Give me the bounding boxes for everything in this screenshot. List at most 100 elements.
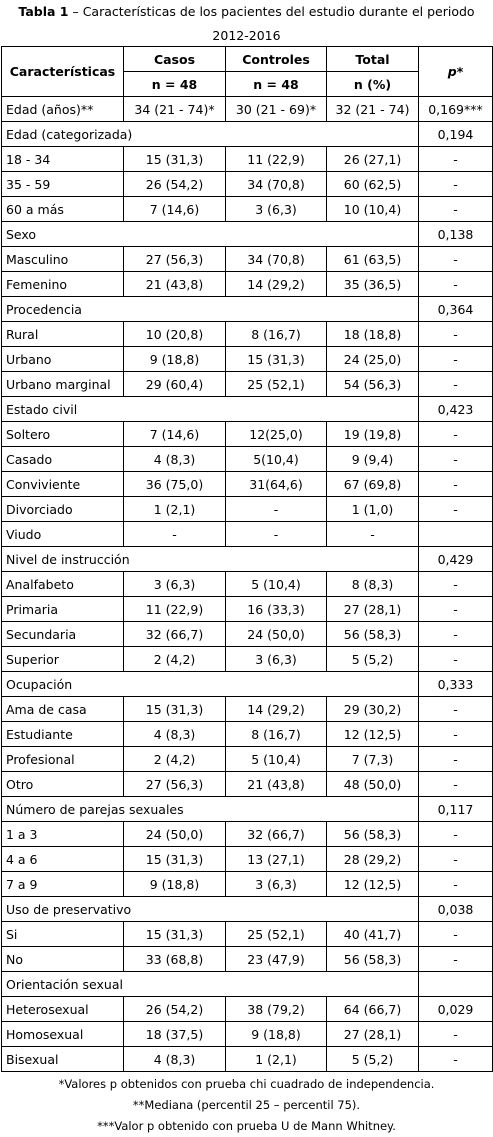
row-label: Profesional [1, 746, 124, 772]
cell: 14 (29,2) [225, 696, 327, 722]
table-row: Procedencia 0,364 [1, 296, 493, 322]
cell: 29 (60,4) [123, 371, 226, 397]
cell: 56 (58,3) [326, 821, 419, 847]
footnote: **Mediana (percentil 25 – percentil 75). [132, 1098, 361, 1112]
cell: 27 (56,3) [123, 771, 226, 797]
cell: 12(25,0) [225, 421, 327, 447]
table-row: Número de parejas sexuales 0,117 [1, 796, 493, 822]
header-cell: n = 48 [123, 71, 226, 97]
table-row: Bisexual 4 (8,3) 1 (2,1) 5 (5,2) - [1, 1046, 493, 1072]
p-value: 0,038 [418, 896, 493, 922]
cell: 4 (8,3) [123, 721, 226, 747]
row-label: Analfabeto [1, 571, 124, 597]
p-value: - [418, 421, 493, 447]
cell: 34 (70,8) [225, 246, 327, 272]
row-label: 4 a 6 [1, 846, 124, 872]
p-value: - [418, 371, 493, 397]
cell: 7 (14,6) [123, 196, 226, 222]
header-cell: n (%) [326, 71, 419, 97]
cell: 32 (66,7) [225, 821, 327, 847]
cell: 1 (2,1) [225, 1046, 327, 1072]
row-label: Urbano marginal [1, 371, 124, 397]
table-row: Ocupación 0,333 [1, 671, 493, 697]
table-row: Uso de preservativo 0,038 [1, 896, 493, 922]
cell: 40 (41,7) [326, 921, 419, 947]
header-cell: Características [1, 46, 124, 97]
table-row: Estado civil 0,423 [1, 396, 493, 422]
p-value: - [418, 321, 493, 347]
cell: 26 (54,2) [123, 171, 226, 197]
header-row: Características Casos Controles Total p* [1, 46, 493, 97]
p-value: - [418, 621, 493, 647]
cell: - [225, 521, 327, 547]
table-row: Urbano marginal 29 (60,4) 25 (52,1) 54 (56,… [1, 371, 493, 397]
table-row: Viudo - - - [1, 521, 493, 547]
cell: 4 (8,3) [123, 1046, 226, 1072]
p-value: 0,364 [418, 296, 493, 322]
table-row: Analfabeto 3 (6,3) 5 (10,4) 8 (8,3) - [1, 571, 493, 597]
table-row: Urbano 9 (18,8) 15 (31,3) 24 (25,0) - [1, 346, 493, 372]
caption: Tabla 1 – Características de los pacient… [0, 0, 493, 46]
table: Características Casos Controles Total p*… [1, 46, 493, 1072]
cell: 9 (18,8) [123, 871, 226, 897]
section-label: Ocupación [1, 671, 419, 697]
cell: 15 (31,3) [225, 346, 327, 372]
cell: 15 (31,3) [123, 146, 226, 172]
table-row: Otro 27 (56,3) 21 (43,8) 48 (50,0) - [1, 771, 493, 797]
row-label: 18 - 34 [1, 146, 124, 172]
cell: 28 (29,2) [326, 846, 419, 872]
table-row: Masculino 27 (56,3) 34 (70,8) 61 (63,5) - [1, 246, 493, 272]
row-label: Femenino [1, 271, 124, 297]
section-label: Procedencia [1, 296, 419, 322]
p-value: 0,333 [418, 671, 493, 697]
row-label: Si [1, 921, 124, 947]
section-label: Orientación sexual [1, 971, 419, 997]
cell: 27 (56,3) [123, 246, 226, 272]
cell: 12 (12,5) [326, 721, 419, 747]
cell: 32 (66,7) [123, 621, 226, 647]
p-value: - [418, 271, 493, 297]
table-row: Casado 4 (8,3) 5(10,4) 9 (9,4) - [1, 446, 493, 472]
table-row: Femenino 21 (43,8) 14 (29,2) 35 (36,5) - [1, 271, 493, 297]
row-label: 1 a 3 [1, 821, 124, 847]
cell: 32 (21 - 74) [326, 96, 419, 122]
cell: 15 (31,3) [123, 846, 226, 872]
cell: 23 (47,9) [225, 946, 327, 972]
footnote: *Valores p obtenidos con prueba chi cuad… [58, 1077, 435, 1091]
p-value: - [418, 746, 493, 772]
p-value [418, 971, 493, 997]
table-row: Orientación sexual [1, 971, 493, 997]
cell: 5 (5,2) [326, 1046, 419, 1072]
table-row: Edad (categorizada) 0,194 [1, 121, 493, 147]
table-row: 4 a 6 15 (31,3) 13 (27,1) 28 (29,2) - [1, 846, 493, 872]
table-row: Si 15 (31,3) 25 (52,1) 40 (41,7) - [1, 921, 493, 947]
p-value: - [418, 171, 493, 197]
header-cell: p* [418, 46, 493, 97]
cell: - [225, 496, 327, 522]
table-row: Nivel de instrucción 0,429 [1, 546, 493, 572]
row-label: Estudiante [1, 721, 124, 747]
cell: - [123, 521, 226, 547]
table-row: 1 a 3 24 (50,0) 32 (66,7) 56 (58,3) - [1, 821, 493, 847]
cell: 14 (29,2) [225, 271, 327, 297]
header-row: n = 48 n = 48 n (%) [2, 71, 493, 97]
table-row: Conviviente 36 (75,0) 31(64,6) 67 (69,8) - [1, 471, 493, 497]
p-value: 0,423 [418, 396, 493, 422]
cell: 5 (5,2) [326, 646, 419, 672]
table-row: Profesional 2 (4,2) 5 (10,4) 7 (7,3) - [1, 746, 493, 772]
p-value: - [418, 246, 493, 272]
cell: 30 (21 - 69)* [225, 96, 327, 122]
row-label: Soltero [1, 421, 124, 447]
row-label: 35 - 59 [1, 171, 124, 197]
cell: 1 (2,1) [123, 496, 226, 522]
cell: 3 (6,3) [123, 571, 226, 597]
section-label: Estado civil [1, 396, 419, 422]
p-value: - [418, 646, 493, 672]
row-label: Divorciado [1, 496, 124, 522]
table-row: Primaria 11 (22,9) 16 (33,3) 27 (28,1) - [1, 596, 493, 622]
table-row: 18 - 34 15 (31,3) 11 (22,9) 26 (27,1) - [1, 146, 493, 172]
cell: 56 (58,3) [326, 621, 419, 647]
table-row: Sexo 0,138 [1, 221, 493, 247]
